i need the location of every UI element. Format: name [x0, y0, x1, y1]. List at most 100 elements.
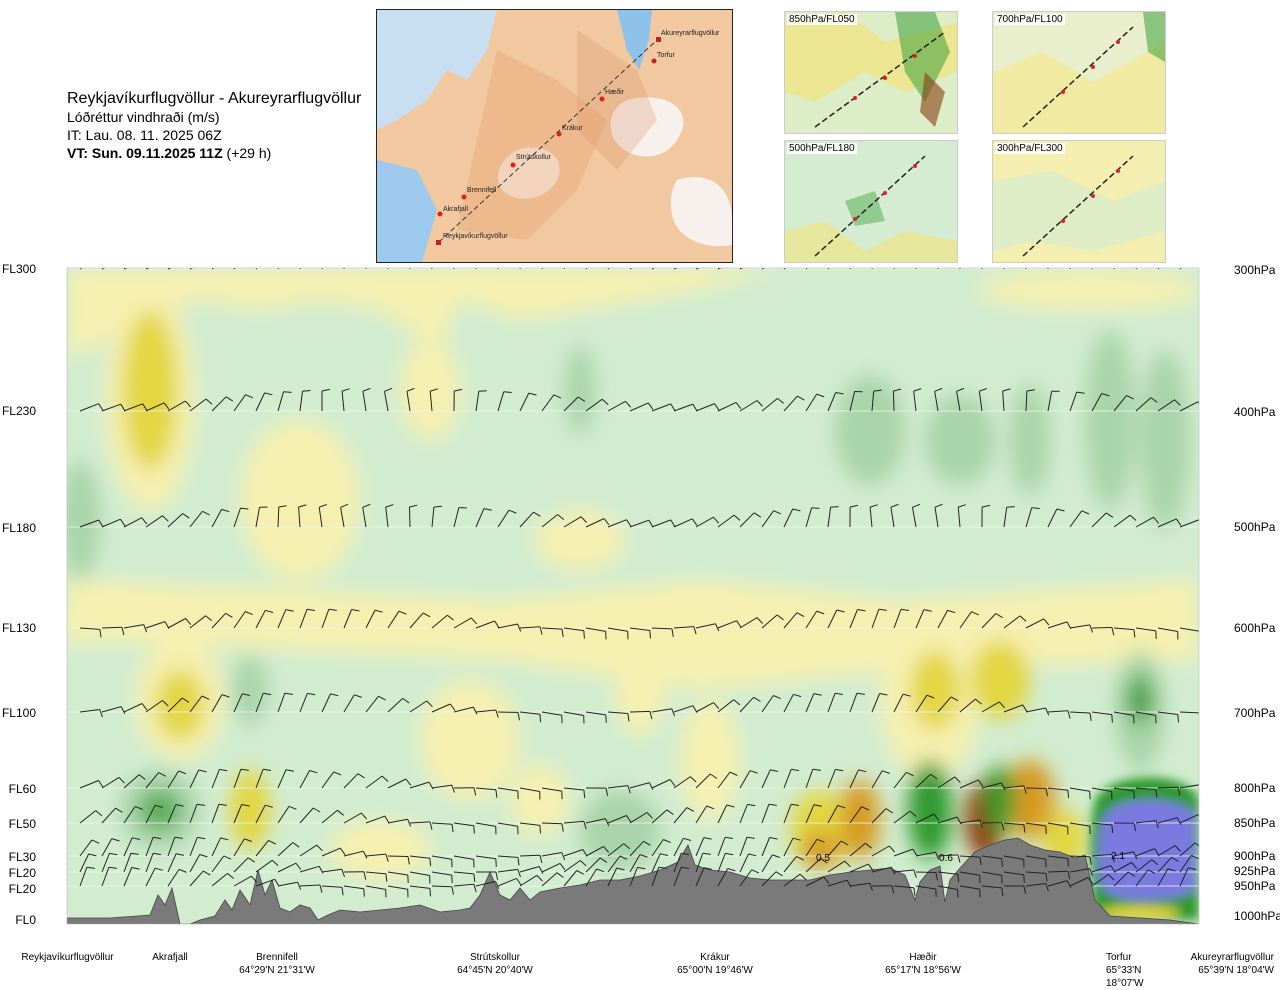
wind-barb-feather — [584, 631, 585, 639]
location-label: Brennifell 64°29'N 21°31'W — [232, 951, 322, 977]
wind-barb-feather — [289, 252, 297, 255]
wind-barb-feather — [430, 888, 431, 896]
wind-barb — [451, 249, 454, 269]
wind-barb-feather — [1032, 508, 1040, 509]
wind-barb-feather — [430, 858, 431, 866]
wind-barb-feather — [308, 251, 316, 253]
location-name: Akrafjall — [140, 951, 200, 964]
inset-label: 700hPa/FL100 — [995, 14, 1065, 25]
inset-label: 500hPa/FL180 — [787, 143, 857, 154]
location-coord: 65°39'N 18°04'W — [1162, 964, 1274, 977]
value-label: 0.5 — [816, 853, 830, 864]
wind-barb — [916, 872, 936, 873]
wind-barb — [344, 249, 346, 269]
wind-barb-feather — [429, 246, 436, 249]
location-name: Strútskollur — [450, 951, 540, 964]
wind-barb — [1158, 254, 1171, 269]
wind-barb — [608, 256, 623, 269]
wind-barb-feather — [386, 247, 394, 250]
wind-barb — [190, 260, 208, 269]
wind-barb-feather — [670, 260, 675, 266]
inset-700hpa-canvas — [993, 12, 1165, 133]
wind-barb-feather — [1024, 875, 1025, 883]
location-name: Krákur — [670, 951, 760, 964]
route-map-canvas: Akureyrarflugvöllur Torfur Hæðir Krákur … — [377, 10, 732, 262]
valid-time-offset: (+29 h) — [227, 145, 272, 161]
location-coord: 65°17'N 18°56'W — [878, 964, 968, 977]
wind-barb-feather — [229, 259, 235, 265]
wind-barb — [1136, 252, 1147, 269]
wind-barb-feather — [879, 250, 887, 251]
wind-barb — [429, 249, 432, 269]
wind-barb — [850, 252, 860, 270]
wind-barb-feather — [1196, 256, 1202, 261]
wind-barb — [630, 258, 647, 269]
wind-barb — [979, 249, 982, 269]
wind-barb-feather — [479, 391, 487, 392]
wind-barb — [410, 507, 411, 527]
wind-barb-feather — [1072, 248, 1080, 249]
wind-barb — [894, 249, 898, 269]
wind-barb-feather — [98, 259, 103, 265]
wind-barb — [1092, 250, 1097, 270]
wind-barb-feather — [780, 260, 785, 266]
map-label-akrafjall: Akrafjall — [443, 206, 468, 213]
wind-barb — [828, 253, 841, 269]
inset-label: 300hPa/FL300 — [995, 143, 1065, 154]
wind-barb-feather — [474, 826, 475, 834]
wind-barb-feather — [860, 252, 868, 254]
location-coord: 64°29'N 21°31'W — [232, 964, 322, 977]
map-label-krakur: Krákur — [562, 125, 583, 132]
wind-barb-feather — [303, 391, 311, 392]
wind-barb-feather — [1178, 715, 1179, 723]
wind-barb — [1180, 256, 1196, 269]
wind-barb-feather — [540, 825, 541, 833]
wind-barb-feather — [143, 262, 147, 269]
wind-barb-feather — [1007, 507, 1015, 508]
inset-label: 850hPa/FL050 — [787, 14, 857, 25]
location-label: Strútskollur 64°45'N 20°40'W — [450, 951, 540, 977]
wind-barb-feather — [407, 246, 415, 249]
wind-barb-feather — [1147, 252, 1155, 255]
wind-barb-feather — [1112, 715, 1113, 723]
inset-850hpa-canvas — [785, 12, 957, 133]
wind-barb-feather — [759, 261, 764, 268]
location-name: Brennifell — [232, 951, 322, 964]
wind-barb — [1001, 249, 1004, 269]
map-label-haedir: Hæðir — [605, 88, 625, 96]
wind-barb-feather — [549, 250, 557, 251]
wind-barb — [520, 249, 524, 269]
wind-barb — [475, 249, 476, 269]
wind-barb — [542, 250, 549, 269]
wind-barb — [586, 254, 599, 270]
wind-barb-feather — [250, 256, 256, 261]
wind-barb-feather — [499, 248, 507, 249]
wind-barb-feather — [917, 248, 925, 249]
wind-barb — [1092, 628, 1112, 629]
wind-barb-feather — [647, 258, 653, 264]
wind-barb — [916, 249, 917, 269]
valid-time-date: VT: Sun. 09.11.2025 11Z — [67, 145, 223, 161]
wind-barb — [234, 256, 250, 269]
wind-barb-feather — [831, 507, 839, 508]
cross-section-chart: 0.5 0.6 2.1 — [0, 240, 1280, 940]
wind-barb — [1070, 249, 1072, 269]
location-label: Krákur 65°00'N 19°46'W — [670, 951, 760, 977]
wind-barb-feather — [540, 714, 541, 722]
wind-barb-feather — [958, 874, 959, 882]
wind-barb — [388, 856, 408, 857]
wind-barb-feather — [187, 262, 191, 269]
wind-barb-feather — [606, 715, 607, 723]
wind-barb — [630, 711, 650, 712]
wind-barb — [893, 391, 894, 411]
wind-barb-feather — [979, 246, 986, 249]
wind-barb-feather — [208, 260, 213, 266]
wind-barb — [365, 249, 366, 269]
wind-barb — [784, 258, 801, 269]
wind-barb-feather — [120, 261, 125, 268]
wind-barb-feather — [1171, 254, 1178, 258]
wind-barb — [652, 260, 670, 269]
wind-barb — [957, 249, 960, 269]
wind-barb-feather — [504, 392, 512, 393]
map-label-reykjavik: Reykjavíkurflugvöllur — [443, 233, 508, 240]
